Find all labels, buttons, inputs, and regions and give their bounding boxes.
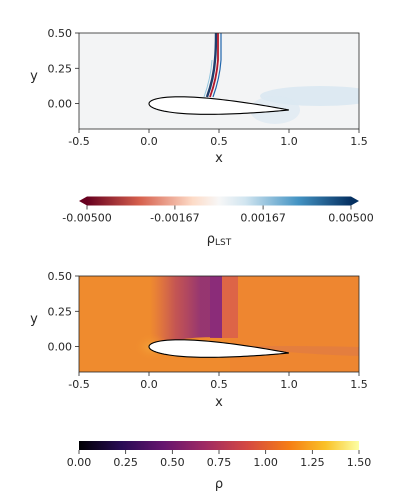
lst-y-axis-label: y — [30, 69, 38, 84]
density-y-tick-label: 0.50 — [48, 270, 73, 283]
density-x-tick-label: 1.0 — [280, 378, 298, 391]
density-shock-region — [210, 276, 222, 338]
density-x-tick-label: 0.0 — [140, 378, 158, 391]
density-colorbar-tick-label: 0.75 — [207, 456, 232, 469]
density-x-axis-label: x — [215, 395, 223, 410]
lst-airfoil — [148, 96, 289, 115]
lst-shock-line-light — [203, 59, 213, 98]
density-post-shock-region — [222, 276, 238, 338]
density-colorbar-tick-label: 0.50 — [160, 456, 185, 469]
density-x-tick-label: 0.5 — [210, 378, 228, 391]
lst-shock-line-dark — [205, 33, 218, 98]
lst-colorbar-tick-label: 0.00167 — [240, 212, 286, 225]
density-right-region — [230, 276, 359, 372]
density-panel: -0.5 0.0 0.5 1.0 1.5 0.50 0.25 0.00 x y — [30, 270, 368, 410]
lst-x-tick-label: 1.0 — [280, 135, 298, 148]
lst-x-tick-label: 0.5 — [210, 135, 228, 148]
lst-colorbar-extend-low — [79, 196, 87, 206]
density-colorbar: 0.00 0.25 0.50 0.75 1.00 1.25 1.50 ρ — [67, 441, 372, 492]
lst-y-tick-label: 0.25 — [48, 62, 73, 75]
density-x-tick-label: 1.5 — [350, 378, 368, 391]
density-wake-region — [250, 346, 359, 356]
lst-colorbar-body — [87, 196, 351, 206]
lst-shock-line-red — [209, 33, 219, 98]
density-x-tick-label: -0.5 — [68, 378, 89, 391]
lst-shock-line-blue — [212, 33, 222, 98]
density-colorbar-label: ρ — [215, 477, 223, 492]
lst-colorbar-tick-label: -0.00500 — [62, 212, 111, 225]
density-colorbar-tick-label: 0.25 — [113, 456, 138, 469]
lst-x-axis-label: x — [215, 151, 223, 166]
density-colorbar-tick-label: 0.00 — [67, 456, 92, 469]
density-y-tick-label: 0.00 — [48, 341, 73, 354]
density-airfoil — [148, 339, 289, 358]
lst-colorbar-extend-high — [351, 196, 359, 206]
lst-colorbar-label-sub: LST — [215, 238, 232, 248]
lst-colorbar-tick-label: -0.00167 — [150, 212, 199, 225]
density-colorbar-tick-label: 1.50 — [347, 456, 372, 469]
lst-colorbar-label: ρLST — [207, 232, 232, 248]
density-colorbar-tick-label: 1.00 — [253, 456, 278, 469]
density-y-tick-label: 0.25 — [48, 305, 73, 318]
lst-x-tick-label: -0.5 — [68, 135, 89, 148]
density-y-axis-label: y — [30, 312, 38, 327]
density-supersonic-pocket — [150, 276, 222, 344]
lst-y-tick-label: 0.50 — [48, 27, 73, 40]
lst-density-panel: -0.5 0.0 0.5 1.0 1.5 0.50 0.25 0.00 x y — [30, 27, 368, 166]
lst-x-tick-label: 0.0 — [140, 135, 158, 148]
lst-colorbar-tick-label: 0.00500 — [328, 212, 374, 225]
lst-x-tick-label: 1.5 — [350, 135, 368, 148]
density-colorbar-body — [79, 441, 359, 450]
lst-y-tick-label: 0.00 — [48, 98, 73, 111]
lst-colorbar-label-main: ρ — [207, 232, 215, 247]
lst-colorbar: -0.00500 -0.00167 0.00167 0.00500 ρLST — [62, 196, 374, 248]
density-colorbar-tick-label: 1.25 — [300, 456, 325, 469]
